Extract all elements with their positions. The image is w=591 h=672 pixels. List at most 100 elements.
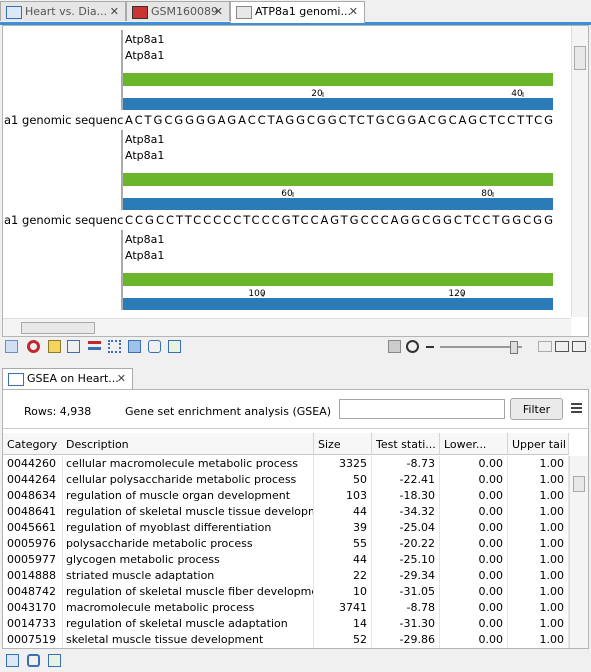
table-cell: 0044264 — [3, 472, 63, 488]
table-cell: -31.30 — [372, 616, 440, 632]
tab-label: GSEA on Heart... — [27, 372, 119, 385]
table-cell: 0043170 — [3, 600, 63, 616]
icon[interactable] — [148, 340, 161, 353]
column-header[interactable]: Description — [62, 433, 314, 455]
table-cell: 3325 — [314, 456, 372, 472]
table-cell: 0005976 — [3, 536, 63, 552]
table-cell: 0.00 — [440, 472, 508, 488]
filter-input[interactable] — [339, 399, 505, 419]
zoom-slider[interactable] — [440, 346, 522, 348]
scroll-thumb[interactable] — [21, 322, 95, 334]
track-label: a1 genomic sequenc — [4, 213, 123, 227]
table-cell: 1.00 — [508, 504, 569, 520]
icon[interactable] — [538, 341, 552, 352]
cds-annotation — [123, 198, 553, 210]
zoom-out[interactable] — [426, 346, 434, 348]
horizontal-scrollbar[interactable] — [3, 318, 571, 336]
icon[interactable] — [6, 654, 19, 667]
table-cell: 103 — [314, 488, 372, 504]
table-cell: 1.00 — [508, 568, 569, 584]
icon[interactable] — [88, 341, 101, 350]
cds-annotation — [123, 298, 553, 310]
table-cell: regulation of skeletal muscle tissue dev… — [62, 504, 314, 520]
table-cell: 0014733 — [3, 616, 63, 632]
table-cell: -18.30 — [372, 488, 440, 504]
icon[interactable] — [108, 340, 121, 353]
icon[interactable] — [48, 340, 61, 353]
gene-annotation — [123, 273, 553, 286]
close[interactable]: ✕ — [213, 5, 223, 18]
tab-label: Heart vs. Dia... — [25, 5, 108, 18]
column-header[interactable]: Upper tail — [508, 433, 569, 455]
tab[interactable]: GSM160089 ✕ — [126, 1, 230, 21]
slider-knob[interactable] — [510, 341, 518, 354]
icon — [6, 6, 22, 19]
icon — [8, 373, 24, 386]
table-cell: 0.00 — [440, 520, 508, 536]
table-cell: 1.00 — [508, 520, 569, 536]
scroll-thumb[interactable] — [573, 476, 585, 492]
table-cell: 52 — [314, 632, 372, 648]
ruler-label: 80 — [481, 189, 493, 199]
table-cell: 0.00 — [440, 456, 508, 472]
table-cell: 0.00 — [440, 600, 508, 616]
table-cell: skeletal muscle tissue development — [62, 632, 314, 648]
column-header[interactable]: Category — [3, 433, 63, 455]
rows-count: Rows: 4,938 — [24, 405, 92, 418]
ruler-label: 120 — [448, 289, 465, 299]
table-cell: 1.00 — [508, 472, 569, 488]
table-cell: cellular macromolecule metabolic process — [62, 456, 314, 472]
table-cell: 0048742 — [3, 584, 63, 600]
icon[interactable] — [67, 340, 80, 353]
select-tool[interactable] — [388, 340, 401, 353]
column-header[interactable]: Lower... — [440, 433, 508, 455]
tab[interactable]: Heart vs. Dia... ✕ — [0, 1, 126, 21]
table-cell: 0007519 — [3, 632, 63, 648]
gsea-tab[interactable]: GSEA on Heart... ✕ — [2, 368, 133, 390]
sequence: ACTGCGGGGAGACCTAGGCGGCTCTGCGGACGCAGCTCCT… — [125, 113, 553, 127]
close[interactable]: ✕ — [116, 372, 126, 385]
annotation-label: Atp8a1 — [125, 33, 164, 46]
bottom-toolbar — [0, 650, 591, 672]
table-cell: cellular polysaccharide metabolic proces… — [62, 472, 314, 488]
table-cell: 1.00 — [508, 632, 569, 648]
table-cell: 1.00 — [508, 488, 569, 504]
icon[interactable] — [572, 341, 586, 352]
icon[interactable] — [128, 340, 141, 353]
table-cell: -20.22 — [372, 536, 440, 552]
annotation-label: Atp8a1 — [125, 49, 164, 62]
table-cell: striated muscle adaptation — [62, 568, 314, 584]
cds-annotation — [123, 98, 553, 110]
table-cell: 1.00 — [508, 552, 569, 568]
table-scrollbar[interactable] — [569, 456, 588, 648]
table-cell: -29.86 — [372, 632, 440, 648]
icon[interactable] — [27, 340, 40, 353]
scroll-thumb[interactable] — [574, 46, 586, 70]
table-cell: 0048634 — [3, 488, 63, 504]
close[interactable]: ✕ — [348, 5, 358, 18]
icon[interactable] — [27, 654, 40, 667]
icon[interactable] — [5, 340, 18, 353]
zoom-in[interactable] — [406, 340, 419, 353]
icon[interactable] — [168, 340, 181, 353]
tab[interactable]: ATP8a1 genomi... ✕ — [230, 1, 365, 23]
table-cell: -31.05 — [372, 584, 440, 600]
table-cell: 0045661 — [3, 520, 63, 536]
table-cell: glycogen metabolic process — [62, 552, 314, 568]
column-header[interactable]: Size — [314, 433, 372, 455]
gsea-panel — [2, 389, 589, 649]
filter-button[interactable]: Filter — [510, 398, 563, 420]
table-cell: -29.34 — [372, 568, 440, 584]
table-cell: 0044260 — [3, 456, 63, 472]
table-cell: 3741 — [314, 600, 372, 616]
vertical-scrollbar[interactable] — [571, 26, 588, 317]
table-cell: -25.04 — [372, 520, 440, 536]
close[interactable]: ✕ — [109, 5, 119, 18]
table-cell: 0.00 — [440, 536, 508, 552]
icon[interactable] — [555, 341, 569, 352]
column-header[interactable]: Test stati... — [372, 433, 440, 455]
icon[interactable] — [48, 654, 61, 667]
menu-icon[interactable] — [571, 403, 582, 405]
